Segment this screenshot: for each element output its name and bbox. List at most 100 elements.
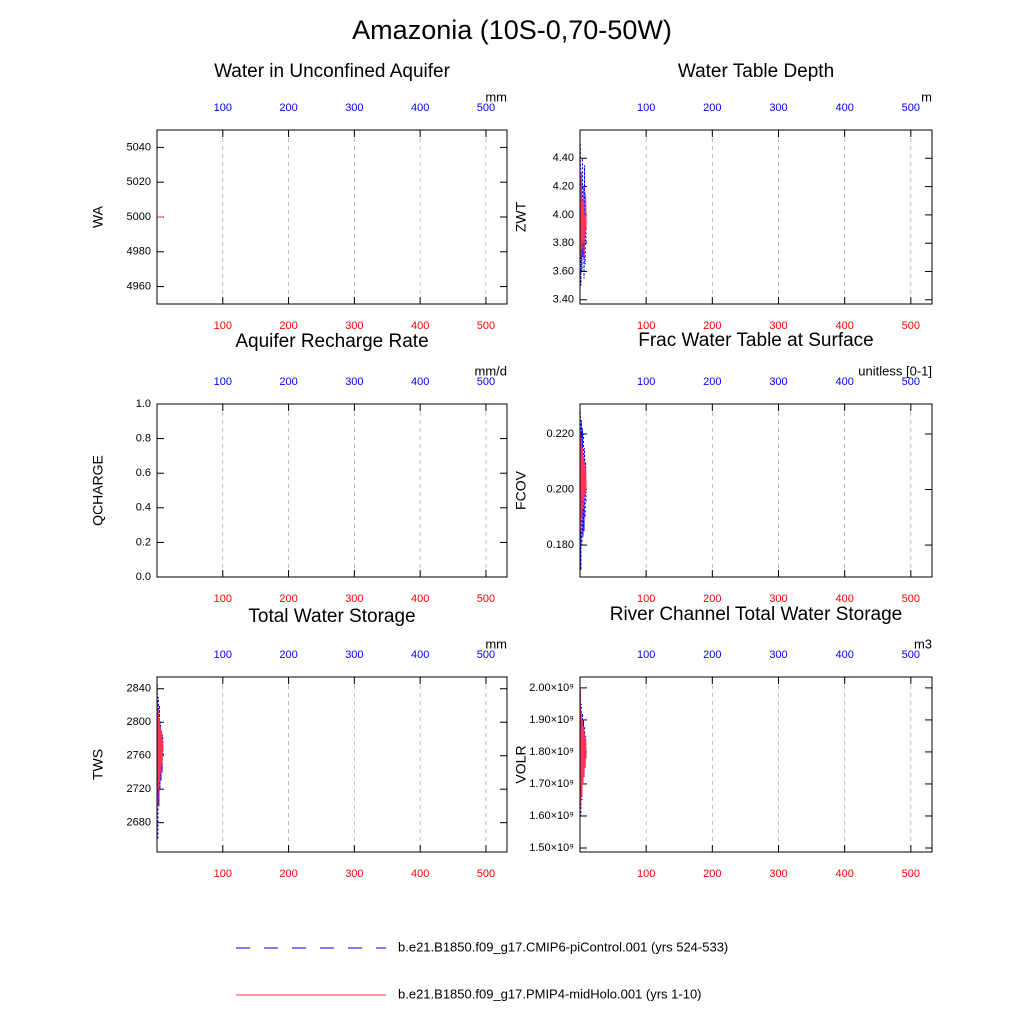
x-tick-label-top: 200 bbox=[703, 649, 721, 661]
series-line bbox=[156, 701, 164, 806]
panel-title: Water in Unconfined Aquifer bbox=[214, 61, 451, 82]
y-tick-label: 3.40 bbox=[553, 294, 574, 306]
x-tick-label-bottom: 500 bbox=[902, 320, 920, 332]
legend-label: b.e21.B1850.f09_g17.CMIP6-piControl.001 … bbox=[398, 939, 728, 954]
panel-title: River Channel Total Water Storage bbox=[610, 604, 903, 625]
x-tick-label-top: 500 bbox=[902, 376, 920, 388]
x-tick-label-bottom: 500 bbox=[902, 868, 920, 880]
y-tick-label: 0.180 bbox=[546, 539, 574, 551]
x-tick-label-bottom: 500 bbox=[477, 868, 495, 880]
y-axis-label: ZWT bbox=[513, 201, 529, 232]
x-tick-label-top: 400 bbox=[835, 376, 853, 388]
x-tick-label-bottom: 200 bbox=[703, 593, 721, 605]
y-tick-label: 1.0 bbox=[136, 398, 151, 410]
x-tick-label-bottom: 400 bbox=[411, 868, 429, 880]
x-tick-label-bottom: 200 bbox=[703, 320, 721, 332]
y-axis-label: VOLR bbox=[513, 745, 529, 783]
x-tick-label-top: 300 bbox=[769, 376, 787, 388]
y-tick-label: 1.80×10⁹ bbox=[529, 746, 574, 758]
x-tick-label-bottom: 300 bbox=[769, 320, 787, 332]
y-tick-label: 2720 bbox=[127, 783, 151, 795]
x-tick-label-bottom: 300 bbox=[345, 320, 363, 332]
x-tick-label-top: 300 bbox=[345, 102, 363, 114]
y-tick-label: 5000 bbox=[127, 211, 151, 223]
y-tick-label: 1.60×10⁹ bbox=[529, 810, 574, 822]
units-label: mm bbox=[485, 89, 507, 104]
y-tick-label: 4960 bbox=[127, 281, 151, 293]
x-tick-label-top: 300 bbox=[769, 102, 787, 114]
y-tick-label: 0.4 bbox=[136, 502, 151, 514]
plot-frame bbox=[579, 403, 933, 578]
x-tick-label-top: 400 bbox=[411, 376, 429, 388]
x-tick-label-top: 200 bbox=[279, 376, 297, 388]
units-label: mm/d bbox=[475, 363, 508, 378]
x-tick-label-bottom: 500 bbox=[477, 320, 495, 332]
x-tick-label-top: 500 bbox=[902, 102, 920, 114]
x-tick-label-bottom: 300 bbox=[345, 868, 363, 880]
y-tick-label: 1.50×10⁹ bbox=[529, 842, 574, 854]
y-axis-label: FCOV bbox=[513, 470, 529, 510]
y-tick-label: 0.200 bbox=[546, 483, 574, 495]
x-tick-label-bottom: 100 bbox=[214, 320, 232, 332]
y-tick-label: 0.6 bbox=[136, 467, 151, 479]
x-tick-label-bottom: 400 bbox=[835, 868, 853, 880]
plot-frame bbox=[579, 129, 933, 305]
y-tick-label: 4.20 bbox=[553, 180, 574, 192]
units-label: m bbox=[921, 89, 932, 104]
units-label: mm bbox=[485, 636, 507, 651]
x-tick-label-bottom: 300 bbox=[345, 593, 363, 605]
y-tick-label: 2800 bbox=[127, 716, 151, 728]
x-tick-label-top: 400 bbox=[411, 649, 429, 661]
x-tick-label-bottom: 200 bbox=[279, 868, 297, 880]
x-tick-label-bottom: 100 bbox=[637, 593, 655, 605]
plot-frame bbox=[156, 676, 508, 853]
x-tick-label-top: 400 bbox=[411, 102, 429, 114]
y-tick-label: 5020 bbox=[127, 176, 151, 188]
x-tick-label-top: 500 bbox=[902, 649, 920, 661]
x-tick-label-bottom: 100 bbox=[214, 868, 232, 880]
y-tick-label: 4980 bbox=[127, 246, 151, 258]
x-tick-label-top: 200 bbox=[279, 649, 297, 661]
panel-title: Total Water Storage bbox=[248, 606, 415, 627]
panel-title: Aquifer Recharge Rate bbox=[235, 331, 428, 352]
x-tick-label-bottom: 500 bbox=[477, 593, 495, 605]
x-tick-label-bottom: 300 bbox=[769, 868, 787, 880]
x-tick-label-bottom: 400 bbox=[411, 320, 429, 332]
y-tick-label: 0.220 bbox=[546, 428, 574, 440]
plot-frame bbox=[579, 676, 933, 853]
x-tick-label-top: 500 bbox=[477, 376, 495, 388]
figure-title: Amazonia (10S-0,70-50W) bbox=[352, 15, 672, 45]
x-tick-label-bottom: 400 bbox=[835, 593, 853, 605]
units-label: m3 bbox=[914, 636, 932, 651]
x-tick-label-top: 400 bbox=[835, 649, 853, 661]
x-tick-label-top: 100 bbox=[637, 102, 655, 114]
plot-frame bbox=[156, 129, 508, 305]
x-tick-label-bottom: 200 bbox=[279, 320, 297, 332]
legend-label: b.e21.B1850.f09_g17.PMIP4-midHolo.001 (y… bbox=[398, 986, 702, 1001]
x-tick-label-top: 300 bbox=[345, 376, 363, 388]
panel-title: Frac Water Table at Surface bbox=[638, 330, 874, 351]
y-tick-label: 3.60 bbox=[553, 265, 574, 277]
x-tick-label-bottom: 200 bbox=[279, 593, 297, 605]
x-tick-label-top: 200 bbox=[703, 102, 721, 114]
panel-title: Water Table Depth bbox=[678, 61, 834, 82]
y-tick-label: 4.40 bbox=[553, 152, 574, 164]
y-tick-label: 5040 bbox=[127, 141, 151, 153]
y-tick-label: 1.90×10⁹ bbox=[529, 714, 574, 726]
x-tick-label-top: 100 bbox=[214, 376, 232, 388]
y-tick-label: 0.2 bbox=[136, 536, 151, 548]
units-label: unitless [0-1] bbox=[858, 363, 932, 378]
y-tick-label: 2.00×10⁹ bbox=[529, 682, 574, 694]
y-axis-label: TWS bbox=[90, 749, 106, 780]
x-tick-label-top: 100 bbox=[637, 376, 655, 388]
x-tick-label-top: 200 bbox=[279, 102, 297, 114]
x-tick-label-top: 300 bbox=[769, 649, 787, 661]
x-tick-label-top: 500 bbox=[477, 102, 495, 114]
y-tick-label: 3.80 bbox=[553, 237, 574, 249]
series-line bbox=[579, 431, 587, 532]
x-tick-label-top: 300 bbox=[345, 649, 363, 661]
x-tick-label-bottom: 100 bbox=[214, 593, 232, 605]
x-tick-label-top: 400 bbox=[835, 102, 853, 114]
y-axis-label: WA bbox=[90, 205, 106, 228]
